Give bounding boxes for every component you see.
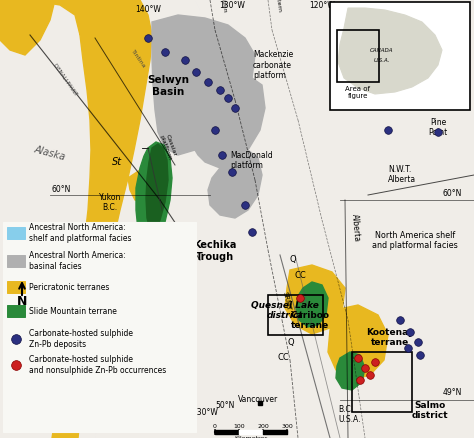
Bar: [268, 295, 323, 335]
Text: 100: 100: [233, 424, 245, 429]
Text: 0: 0: [213, 424, 217, 429]
Text: Cariboo
terrane: Cariboo terrane: [291, 311, 329, 330]
Text: CC: CC: [148, 245, 160, 254]
Text: Alaska: Alaska: [33, 144, 67, 162]
Text: 60°N: 60°N: [443, 189, 462, 198]
Text: Pine
Point: Pine Point: [428, 117, 447, 137]
Text: Vancouver: Vancouver: [238, 395, 278, 404]
Text: 60°N: 60°N: [52, 185, 72, 194]
Text: Area of
figure: Area of figure: [346, 86, 371, 99]
Text: 300: 300: [281, 424, 293, 429]
Text: Alberta: Alberta: [388, 175, 416, 184]
Polygon shape: [338, 8, 442, 94]
Bar: [7, 305, 25, 317]
Text: Pericratonic terranes: Pericratonic terranes: [29, 283, 109, 292]
Text: N: N: [17, 295, 27, 308]
Polygon shape: [52, 0, 152, 438]
Text: Selwyn
Basin: Selwyn Basin: [147, 75, 189, 97]
Text: 200: 200: [257, 424, 269, 429]
Text: Deformation: Deformation: [217, 0, 227, 13]
Text: 140°W: 140°W: [135, 5, 161, 14]
Polygon shape: [0, 0, 55, 55]
Text: CC: CC: [278, 353, 290, 362]
Bar: [352, 352, 412, 412]
Text: U.S.A.: U.S.A.: [338, 415, 361, 424]
Text: Carbonate-hosted sulphide
Zn-Pb deposits: Carbonate-hosted sulphide Zn-Pb deposits: [29, 329, 133, 349]
Polygon shape: [296, 282, 328, 327]
Text: 130°W: 130°W: [219, 1, 245, 10]
Text: Kilometres: Kilometres: [234, 436, 268, 438]
Text: B.C.: B.C.: [338, 405, 353, 414]
Polygon shape: [0, 0, 200, 438]
Text: CC: CC: [295, 271, 307, 280]
Text: Yukon
B.C.: Yukon B.C.: [99, 193, 121, 212]
Bar: [7, 281, 25, 293]
Text: 120°W: 120°W: [309, 1, 335, 10]
Polygon shape: [95, 0, 474, 438]
Bar: [7, 255, 25, 267]
Text: St: St: [112, 157, 122, 167]
Polygon shape: [328, 305, 388, 380]
Text: SRMT: SRMT: [282, 291, 292, 311]
FancyBboxPatch shape: [330, 2, 470, 110]
Text: 49°N: 49°N: [443, 388, 462, 397]
Bar: [337, 30, 379, 82]
Polygon shape: [152, 15, 255, 155]
Polygon shape: [336, 352, 365, 390]
Text: Ancestral North America:
shelf and platformal facies: Ancestral North America: shelf and platf…: [29, 223, 131, 243]
Polygon shape: [285, 265, 345, 334]
Polygon shape: [146, 144, 168, 232]
Text: Cassiar
platform: Cassiar platform: [158, 132, 178, 161]
Text: Quesnel Lake
district: Quesnel Lake district: [251, 300, 319, 320]
Text: Eastern: Eastern: [274, 0, 282, 13]
Polygon shape: [208, 150, 262, 218]
Text: Ancestral North America:
basinal facies: Ancestral North America: basinal facies: [29, 251, 126, 271]
Text: Slide Mountain terrane: Slide Mountain terrane: [29, 307, 117, 315]
Text: Kootenay
terrane: Kootenay terrane: [366, 328, 414, 347]
Text: 50°N: 50°N: [215, 401, 234, 410]
Text: Q: Q: [290, 255, 297, 264]
Polygon shape: [136, 142, 172, 248]
Text: Carbonate-hosted sulphide
and nonsulphide Zn-Pb occurrences: Carbonate-hosted sulphide and nonsulphid…: [29, 355, 166, 374]
Polygon shape: [128, 170, 152, 202]
Text: U.S.A.: U.S.A.: [374, 58, 390, 63]
Text: Tintina: Tintina: [130, 49, 146, 69]
Text: DENALI FAULT: DENALI FAULT: [52, 62, 78, 96]
Polygon shape: [0, 0, 90, 35]
Text: North America shelf
and platformal facies: North America shelf and platformal facie…: [372, 230, 458, 250]
Bar: [3, 222, 196, 432]
Text: Mackenzie
carbonate
platform: Mackenzie carbonate platform: [253, 50, 293, 80]
Text: MacDonald
platform: MacDonald platform: [230, 151, 273, 170]
Polygon shape: [195, 78, 265, 168]
Text: Kechika
Trough: Kechika Trough: [193, 240, 237, 262]
Text: Stikine
terrane: Stikine terrane: [157, 311, 193, 332]
Text: 130°W: 130°W: [192, 408, 218, 417]
Text: CANADA: CANADA: [370, 48, 394, 53]
Bar: [7, 227, 25, 239]
Text: N.W.T.: N.W.T.: [388, 165, 411, 174]
Text: Salmo
district: Salmo district: [412, 401, 448, 420]
Text: Q: Q: [288, 338, 295, 347]
Text: Alberta: Alberta: [350, 213, 361, 242]
